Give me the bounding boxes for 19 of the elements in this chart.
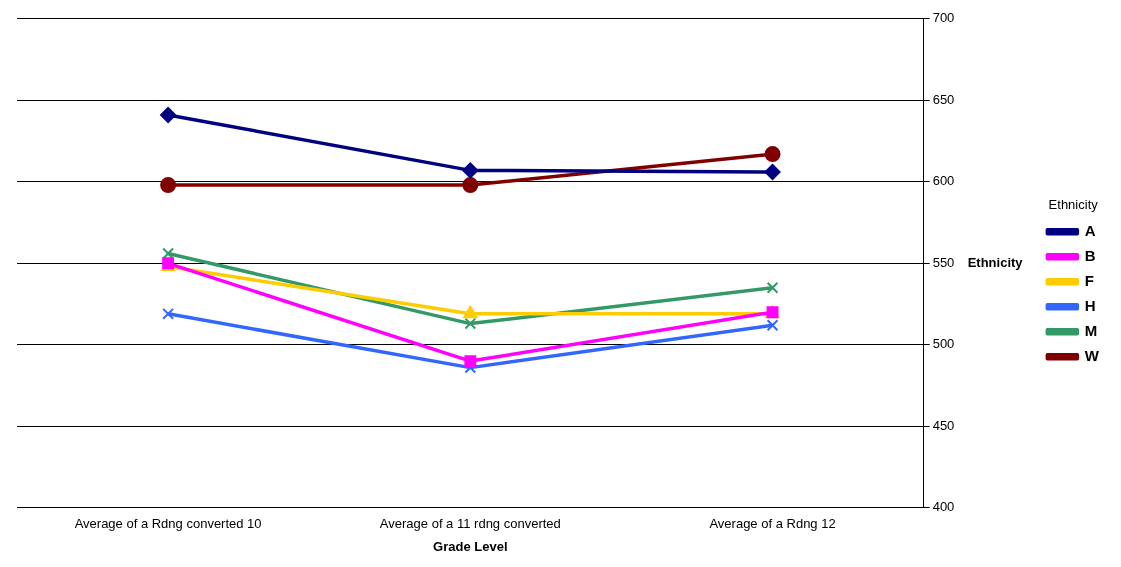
legend-label: M: [1084, 321, 1098, 339]
legend-label: B: [1084, 246, 1096, 264]
legend-title: Ethnicity: [1048, 196, 1099, 212]
y-tick-label: 700: [932, 10, 955, 26]
y-tick-label: 650: [932, 91, 955, 107]
y-tick-label: 400: [932, 499, 955, 515]
x-tick-label: Average of a Rdng 12: [709, 516, 836, 532]
y-tick-label: 450: [932, 417, 955, 433]
x-tick-label: Average of a 11 rdng converted: [379, 516, 561, 532]
legend-label: A: [1084, 221, 1096, 239]
y-tick-label: 500: [932, 336, 955, 352]
legend-label: F: [1084, 271, 1095, 289]
x-tick-label: Average of a Rdng converted 10: [74, 516, 262, 532]
legend-label: H: [1084, 296, 1096, 314]
y-tick-label: 550: [932, 254, 955, 270]
legend-label: W: [1084, 346, 1100, 364]
x-axis-title: Grade Level: [433, 538, 508, 554]
y-axis-title: Ethnicity: [967, 254, 1024, 270]
y-tick-label: 600: [932, 173, 955, 189]
